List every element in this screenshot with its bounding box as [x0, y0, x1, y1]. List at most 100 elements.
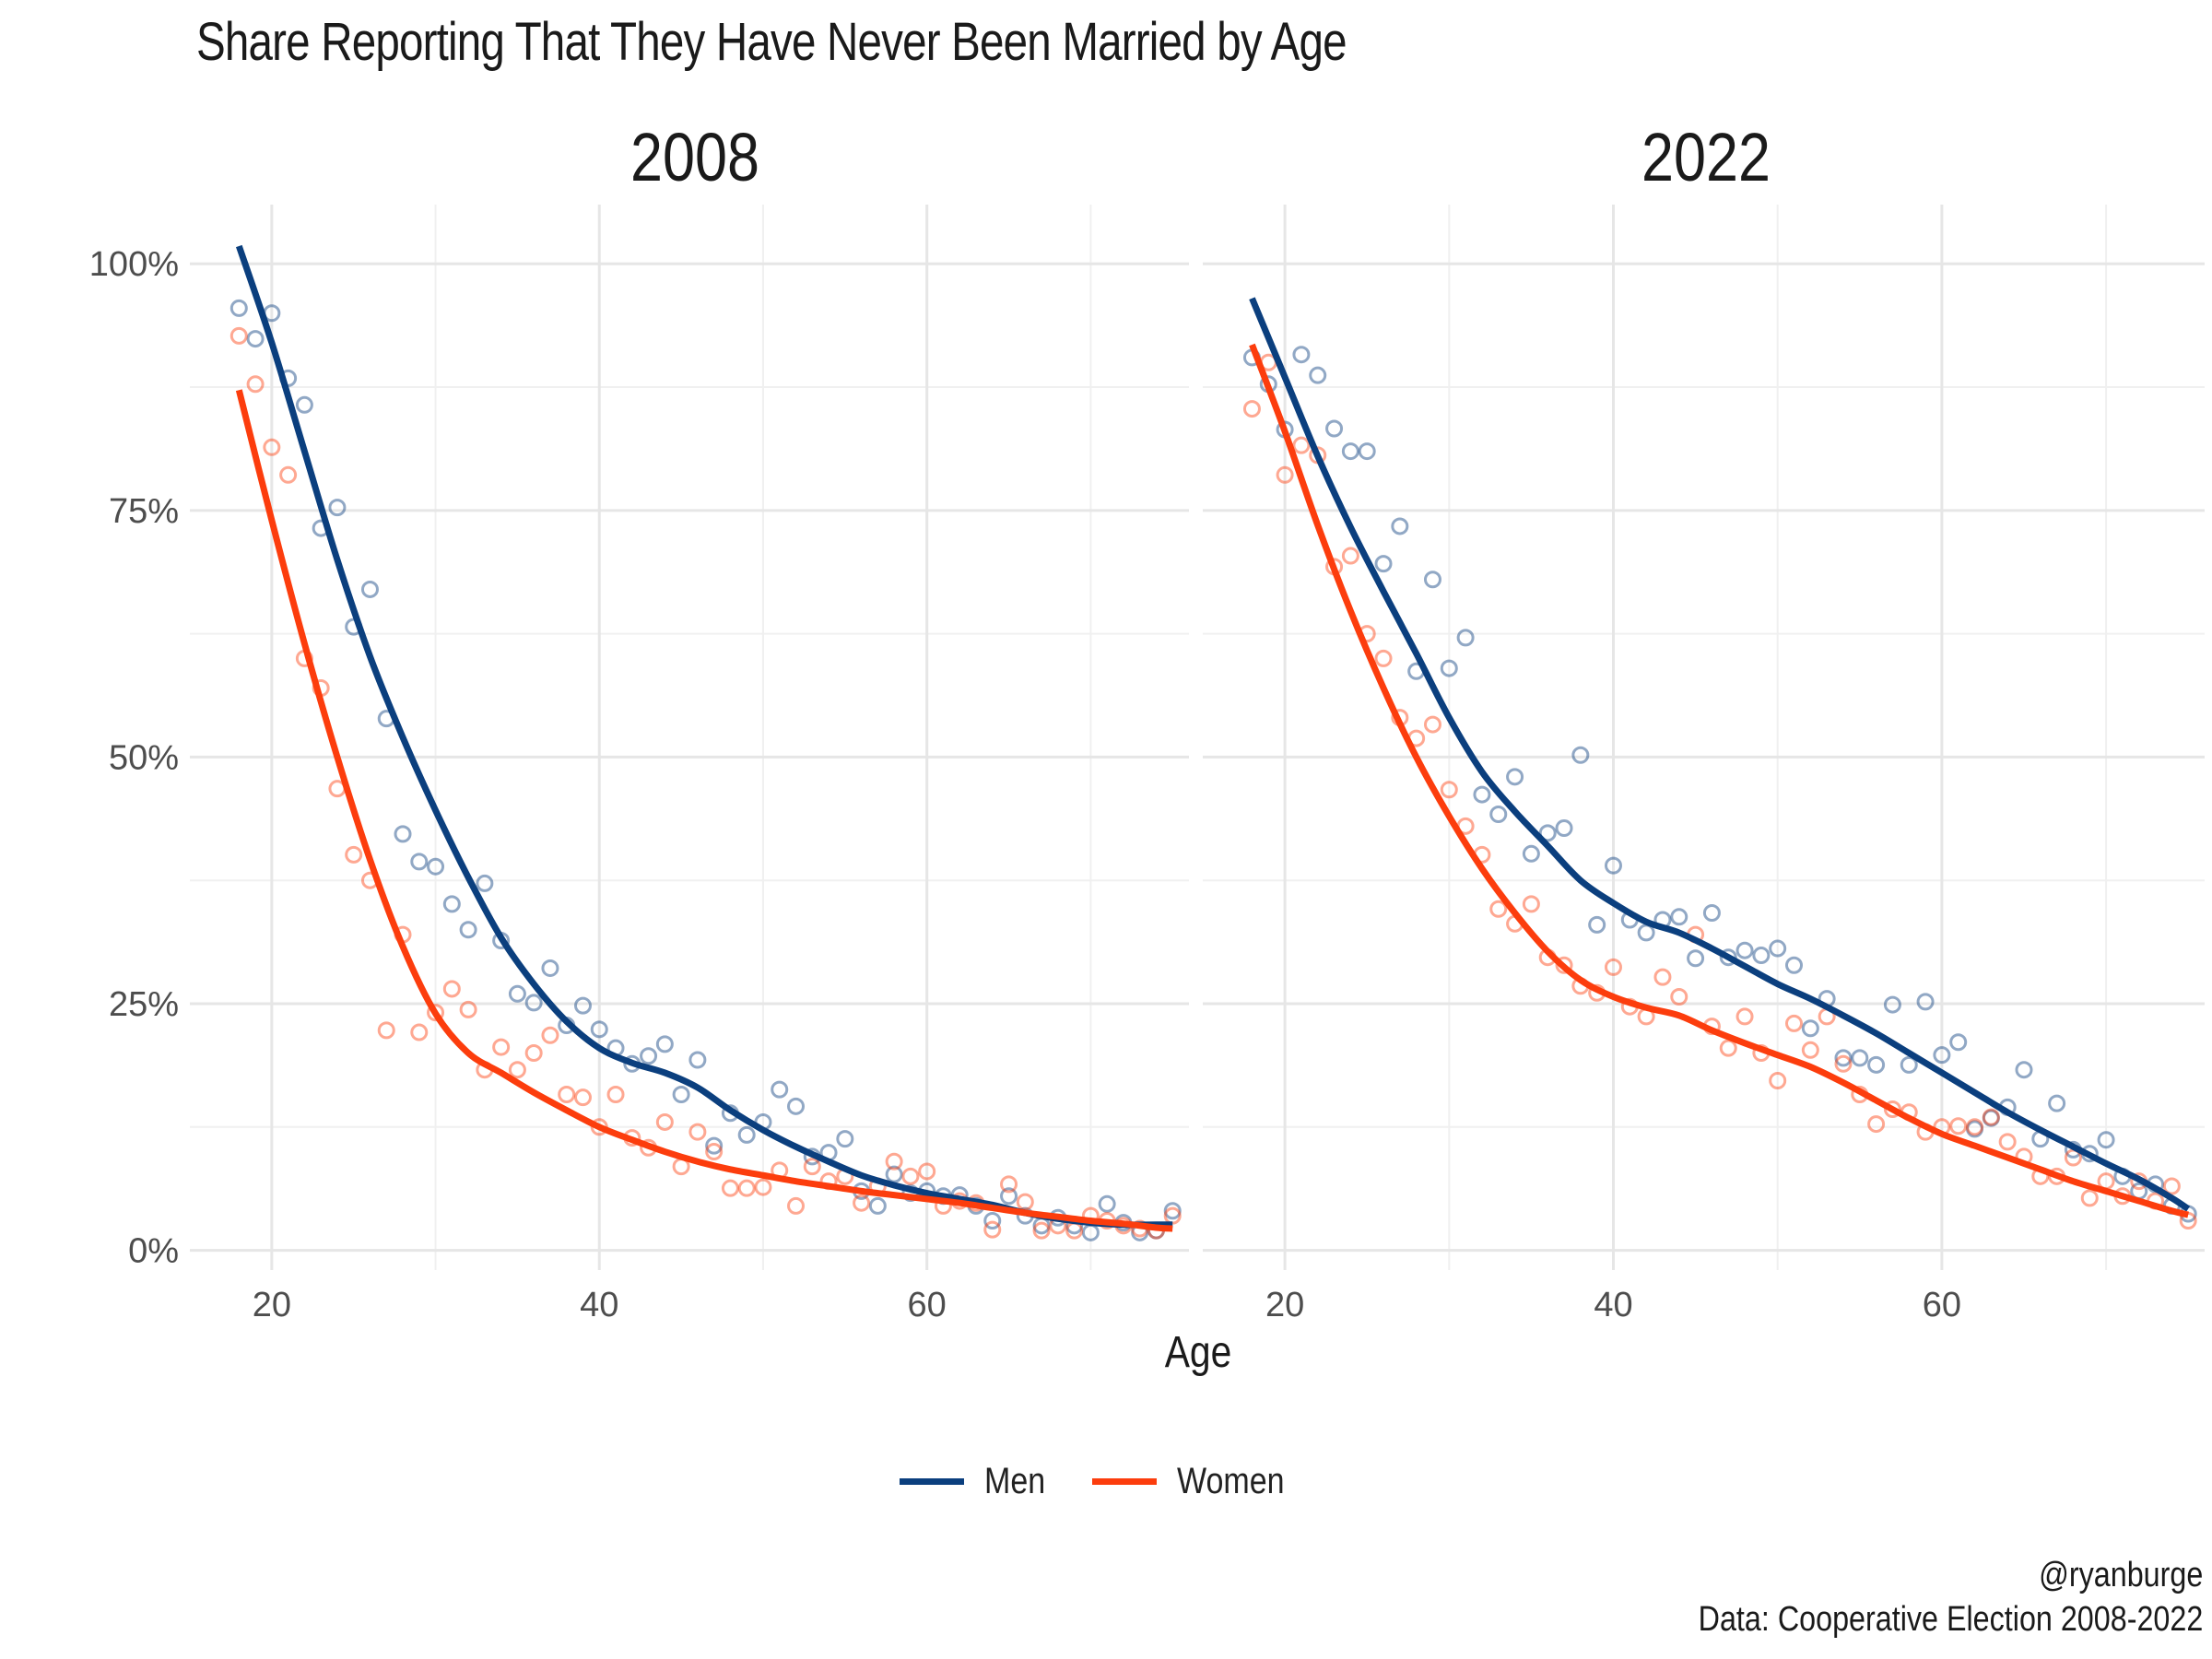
- data-point: [590, 1020, 608, 1039]
- data-point: [1867, 1055, 1886, 1074]
- data-point: [377, 1021, 395, 1040]
- data-point: [1834, 1049, 1853, 1067]
- data-point: [1163, 1202, 1182, 1220]
- data-point: [442, 980, 461, 998]
- data-point: [1801, 1019, 1819, 1038]
- data-point: [1440, 781, 1458, 799]
- data-point: [476, 874, 494, 892]
- data-point: [410, 853, 429, 871]
- data-point: [1374, 649, 1393, 667]
- data-point: [1242, 400, 1261, 418]
- data-point: [1604, 958, 1622, 976]
- legend: Men Women: [0, 1461, 2212, 1502]
- data-point: [263, 438, 281, 456]
- data-point: [508, 984, 526, 1003]
- facet-title-2022: 2022: [1641, 119, 1771, 195]
- data-point: [246, 375, 265, 394]
- data-point: [688, 1123, 707, 1141]
- data-point: [918, 1162, 936, 1181]
- data-point: [787, 1196, 806, 1215]
- legend-item-men: Men: [899, 1461, 1065, 1502]
- data-point: [1522, 895, 1540, 913]
- data-point: [328, 499, 347, 517]
- data-point: [2097, 1131, 2115, 1149]
- y-tick-label: 0%: [128, 1232, 179, 1271]
- panel-2022: 20 40 60: [1203, 205, 2205, 1324]
- data-point: [1000, 1175, 1018, 1194]
- data-point: [803, 1158, 821, 1176]
- data-point: [1016, 1193, 1034, 1211]
- data-point: [1309, 366, 1327, 384]
- data-point: [1391, 517, 1409, 535]
- data-point: [885, 1152, 903, 1171]
- data-point: [360, 580, 379, 598]
- data-point: [1834, 1054, 1853, 1073]
- data-point: [2162, 1177, 2181, 1195]
- data-point: [1473, 785, 1491, 804]
- data-point: [705, 1136, 724, 1155]
- data-point: [508, 1061, 526, 1079]
- data-point: [1801, 1041, 1819, 1059]
- data-point: [1702, 904, 1721, 923]
- data-point: [737, 1125, 756, 1144]
- data-point: [295, 395, 313, 414]
- data-point: [1670, 908, 1688, 926]
- y-tick-label: 75%: [109, 492, 179, 531]
- data-point: [1341, 547, 1359, 565]
- data-point: [655, 1035, 674, 1053]
- data-point: [1670, 988, 1688, 1006]
- data-point: [1883, 995, 1901, 1014]
- x-tick-label: 40: [580, 1286, 618, 1324]
- data-point: [721, 1179, 739, 1197]
- data-point: [1735, 1007, 1754, 1026]
- data-point: [787, 1097, 806, 1115]
- data-point: [1604, 856, 1622, 875]
- data-point: [606, 1085, 625, 1103]
- data-point: [524, 1044, 543, 1063]
- data-point: [410, 1023, 429, 1041]
- data-point: [1538, 824, 1557, 842]
- x-tick-label: 40: [1594, 1286, 1632, 1324]
- x-tick-label: 60: [1923, 1286, 1961, 1324]
- data-point: [655, 1112, 674, 1131]
- data-point: [345, 845, 363, 864]
- data-point: [1571, 746, 1590, 764]
- data-point: [1687, 949, 1705, 968]
- smooth-line-women: [235, 389, 1173, 1232]
- data-point: [558, 1085, 576, 1103]
- data-point: [688, 1051, 707, 1069]
- data-point: [737, 1179, 756, 1197]
- legend-item-women: Women: [1092, 1461, 1312, 1502]
- data-point: [1423, 571, 1441, 589]
- data-point: [983, 1220, 1002, 1239]
- data-point: [1000, 1187, 1018, 1206]
- data-point: [1588, 915, 1606, 934]
- x-tick-label: 20: [1265, 1286, 1304, 1324]
- data-point: [573, 1088, 592, 1107]
- data-point: [1752, 947, 1771, 965]
- data-point: [1735, 941, 1754, 959]
- data-point: [1966, 1120, 1984, 1138]
- data-point: [1949, 1117, 1968, 1135]
- smooth-line-men: [1249, 297, 2191, 1212]
- x-axis-title: Age: [1164, 1328, 1232, 1377]
- data-point: [1358, 442, 1376, 461]
- data-point: [1653, 968, 1672, 986]
- legend-key-men: [899, 1478, 964, 1485]
- data-point: [868, 1196, 887, 1215]
- smooth-line-men: [235, 244, 1173, 1229]
- legend-label-women: Women: [1177, 1461, 1285, 1501]
- data-point: [1555, 956, 1573, 974]
- data-point: [1292, 436, 1311, 454]
- data-point: [459, 1000, 477, 1018]
- data-point: [1522, 844, 1540, 863]
- y-tick-label: 50%: [109, 738, 179, 777]
- data-point: [1785, 1014, 1804, 1032]
- data-point: [427, 857, 445, 876]
- data-point: [459, 921, 477, 939]
- data-point: [885, 1165, 903, 1183]
- data-point: [1719, 1039, 1737, 1057]
- data-point: [1555, 818, 1573, 837]
- data-point: [901, 1167, 920, 1185]
- data-point: [1982, 1109, 2000, 1127]
